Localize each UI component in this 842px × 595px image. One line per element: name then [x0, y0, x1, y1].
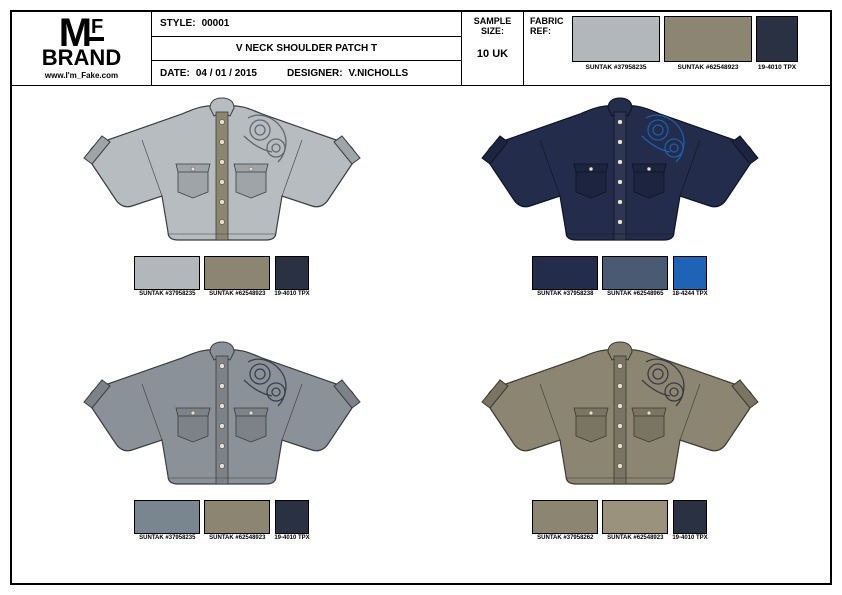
logo-brand: BRAND: [42, 45, 121, 71]
garment-variant: SUNTAK #37958235SUNTAK #6254892319-4010 …: [28, 336, 416, 578]
garment-variant: SUNTAK #37958262SUNTAK #6254892319-4010 …: [426, 336, 814, 578]
swatch: SUNTAK #62548923: [204, 256, 270, 297]
swatch: SUNTAK #62548965: [602, 256, 668, 297]
garment-variant: SUNTAK #37958235SUNTAK #6254892319-4010 …: [28, 92, 416, 334]
logo: M F BRAND www.I'm_Fake.com: [12, 12, 152, 85]
swatch: SUNTAK #37958238: [532, 256, 598, 297]
swatch: SUNTAK #37958262: [532, 500, 598, 541]
garment-illustration: [470, 336, 770, 496]
fabric-swatch: SUNTAK #37958235: [572, 16, 660, 71]
variant-swatches: SUNTAK #37958262SUNTAK #6254892319-4010 …: [532, 500, 707, 541]
variant-swatches: SUNTAK #37958235SUNTAK #6254892319-4010 …: [134, 256, 309, 297]
swatch: SUNTAK #37958235: [134, 256, 200, 297]
logo-url: www.I'm_Fake.com: [45, 71, 118, 80]
logo-f: F: [89, 19, 104, 41]
designer-value: V.NICHOLLS: [349, 68, 409, 79]
spec-sheet: M F BRAND www.I'm_Fake.com STYLE: 00001 …: [10, 10, 832, 585]
sample-size: SAMPLE SIZE: 10 UK: [462, 12, 524, 85]
product-name: V NECK SHOULDER PATCH T: [236, 43, 377, 54]
variants-grid: SUNTAK #37958235SUNTAK #6254892319-4010 …: [12, 86, 830, 583]
fabric-swatch: 19-4010 TPX: [756, 16, 798, 71]
swatch: SUNTAK #62548923: [602, 500, 668, 541]
fabric-swatch: SUNTAK #62548923: [664, 16, 752, 71]
swatch: 19-4010 TPX: [274, 256, 309, 297]
style-value: 00001: [202, 18, 230, 29]
fabric-label: FABRIC REF:: [530, 16, 568, 36]
date-value: 04 / 01 / 2015: [196, 68, 257, 79]
swatch: 19-4010 TPX: [274, 500, 309, 541]
swatch: 18-4244 TPX: [672, 256, 707, 297]
swatch: SUNTAK #37958235: [134, 500, 200, 541]
date-label: DATE:: [160, 68, 190, 79]
variant-swatches: SUNTAK #37958235SUNTAK #6254892319-4010 …: [134, 500, 309, 541]
swatch: 19-4010 TPX: [672, 500, 707, 541]
style-label: STYLE:: [160, 18, 196, 29]
garment-illustration: [470, 92, 770, 252]
header: M F BRAND www.I'm_Fake.com STYLE: 00001 …: [12, 12, 830, 86]
fabric-ref: FABRIC REF: SUNTAK #37958235SUNTAK #6254…: [524, 12, 830, 85]
garment-illustration: [72, 336, 372, 496]
garment-illustration: [72, 92, 372, 252]
info-column: STYLE: 00001 V NECK SHOULDER PATCH T DAT…: [152, 12, 462, 85]
variant-swatches: SUNTAK #37958238SUNTAK #6254896518-4244 …: [532, 256, 707, 297]
sample-value: 10 UK: [466, 48, 519, 60]
swatch: SUNTAK #62548923: [204, 500, 270, 541]
designer-label: DESIGNER:: [287, 68, 343, 79]
garment-variant: SUNTAK #37958238SUNTAK #6254896518-4244 …: [426, 92, 814, 334]
sample-label: SAMPLE SIZE:: [466, 16, 519, 36]
